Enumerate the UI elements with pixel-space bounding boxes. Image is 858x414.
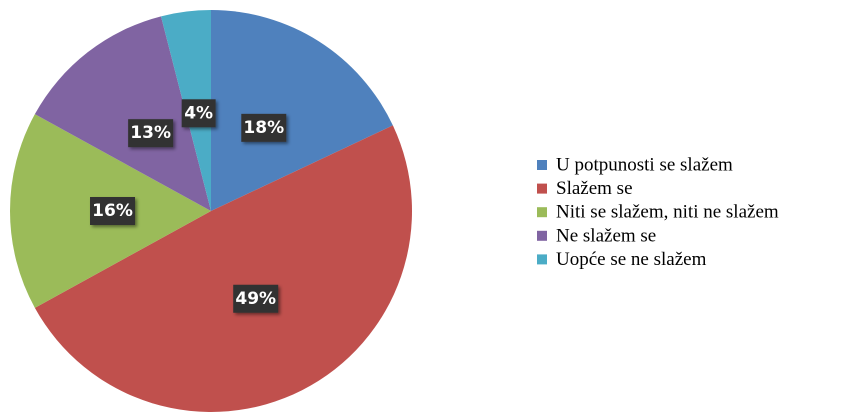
legend-label: Uopće se ne slažem [556, 249, 707, 270]
value-label-box [181, 99, 216, 128]
pie-slice [34, 16, 211, 211]
pie-slice [211, 10, 393, 211]
legend-label: Niti se slažem, niti ne slažem [556, 202, 779, 223]
legend-swatch [537, 230, 547, 241]
value-label: 16% [92, 201, 133, 221]
value-label: 4% [184, 103, 213, 123]
legend-swatch [537, 183, 547, 194]
value-label: 49% [235, 289, 276, 309]
value-label-box [241, 113, 287, 142]
value-label-box [128, 119, 174, 148]
legend-swatch [537, 207, 547, 218]
legend-label: Slažem se [556, 178, 633, 199]
legend-swatch [537, 160, 547, 170]
value-label: 13% [130, 123, 171, 143]
value-label-box [90, 197, 136, 225]
legend-swatch [537, 254, 547, 265]
value-label: 18% [243, 118, 284, 138]
legend-label: Ne slažem se [556, 225, 656, 246]
value-label-box [233, 284, 279, 313]
legend-label: U potpunosti se slažem [556, 155, 733, 176]
pie-slice [34, 125, 412, 412]
